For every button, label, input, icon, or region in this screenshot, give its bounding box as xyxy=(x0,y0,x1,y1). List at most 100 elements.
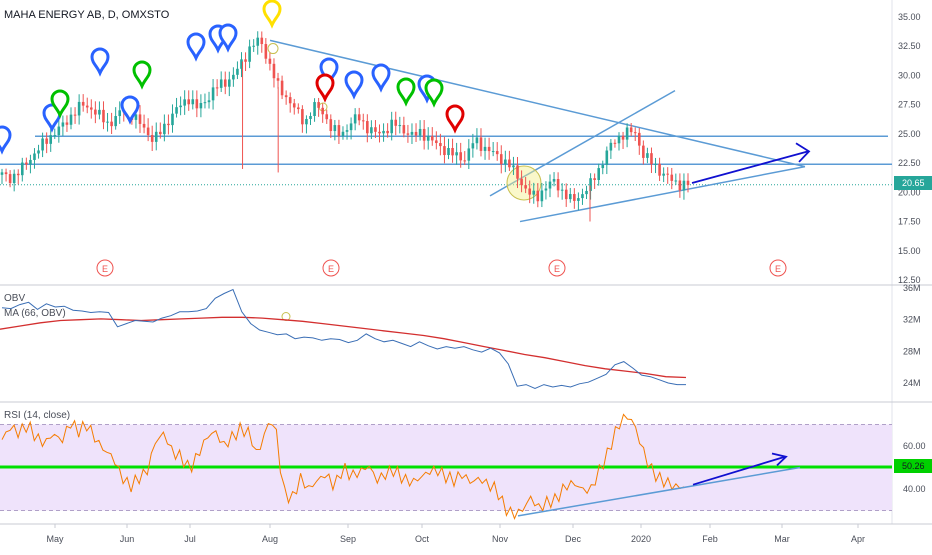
time-tick-label: Oct xyxy=(415,534,430,544)
idea-pin-green xyxy=(424,78,444,108)
candle-body xyxy=(349,123,353,131)
candle-body xyxy=(593,178,596,181)
candle-body xyxy=(183,99,186,106)
candle-body xyxy=(366,121,369,134)
price-projection-arrow xyxy=(691,150,809,184)
candle-body xyxy=(309,116,312,119)
candle-body xyxy=(167,123,170,126)
arrow-head xyxy=(795,142,811,163)
candle-body xyxy=(467,148,471,161)
highlight-circle xyxy=(267,43,279,55)
candle-body xyxy=(463,160,467,162)
candle-body xyxy=(110,121,113,127)
candle-body xyxy=(69,114,73,125)
candle-body xyxy=(53,135,57,137)
candle-body xyxy=(85,105,89,108)
candle-body xyxy=(4,172,8,175)
candle-body xyxy=(219,79,223,88)
candle-body xyxy=(410,131,414,135)
candle-body xyxy=(150,135,154,142)
candle-body xyxy=(41,138,44,151)
candle-body xyxy=(435,140,438,144)
idea-pin-blue xyxy=(42,103,62,133)
candle-body xyxy=(495,151,499,155)
trend-drawings[interactable] xyxy=(0,39,892,321)
candle-body xyxy=(475,137,479,144)
candle-body xyxy=(211,87,215,101)
candle-body xyxy=(491,151,495,153)
candle-body xyxy=(414,131,418,136)
candle-body xyxy=(134,114,138,120)
price-tick-label: 27.50 xyxy=(898,100,921,110)
candle-body xyxy=(430,136,434,141)
rsi-trend-drawings[interactable] xyxy=(517,452,801,517)
candle-body xyxy=(374,127,377,132)
candle-body xyxy=(548,181,552,189)
chart-title: MAHA ENERGY AB, D, OMXSTO xyxy=(4,9,170,21)
candles xyxy=(0,31,690,222)
idea-pins[interactable] xyxy=(0,0,465,155)
candle-body xyxy=(94,109,97,115)
candle-body xyxy=(357,114,361,121)
candle-body xyxy=(288,97,292,104)
resistance-trendline xyxy=(269,39,806,168)
candle-body xyxy=(406,133,410,135)
candle-body xyxy=(670,174,674,181)
candle-body xyxy=(276,78,280,81)
obv-tick-label: 32M xyxy=(903,315,921,325)
candle-body xyxy=(577,198,580,201)
time-tick-label: May xyxy=(46,534,64,544)
candle-body xyxy=(272,63,276,79)
candle-body xyxy=(138,114,142,124)
candle-body xyxy=(313,102,316,117)
candle-body xyxy=(483,146,487,151)
last-rsi-badge xyxy=(894,459,932,473)
candle-body xyxy=(175,107,178,114)
candle-body xyxy=(223,79,227,87)
candle-body xyxy=(252,45,255,47)
candle-body xyxy=(57,126,61,136)
price-tick-label: 32.50 xyxy=(898,41,921,51)
candle-body xyxy=(520,178,523,186)
candle-body xyxy=(451,148,454,156)
candle-body xyxy=(329,119,333,132)
rsi-tick-label: 60.00 xyxy=(903,441,926,451)
last-rsi-value: 50.26 xyxy=(902,461,925,471)
candle-body xyxy=(447,148,450,156)
obv-ma-line xyxy=(0,316,687,379)
candle-body xyxy=(674,180,678,182)
channel-upper-line xyxy=(489,89,676,197)
candle-body xyxy=(439,143,442,147)
time-tick-label: Jun xyxy=(120,534,135,544)
time-tick-label: Nov xyxy=(492,534,509,544)
candle-body xyxy=(341,131,345,137)
candle-body xyxy=(621,135,625,140)
candle-body xyxy=(195,99,199,109)
obv-tick-label: 24M xyxy=(903,378,921,388)
candle-body xyxy=(65,122,69,125)
candle-body xyxy=(564,189,568,200)
candle-body xyxy=(390,119,393,134)
candle-body xyxy=(418,128,422,136)
candle-body xyxy=(199,102,203,109)
candle-body xyxy=(45,138,48,144)
idea-pin-red xyxy=(315,73,335,103)
candle-body xyxy=(228,79,231,87)
candle-body xyxy=(337,125,341,137)
earnings-marker xyxy=(322,259,340,277)
earnings-marker-label: E xyxy=(775,264,781,274)
idea-pin-blue xyxy=(344,70,364,100)
last-price-value: 20.65 xyxy=(902,178,925,188)
candle-body xyxy=(479,137,483,151)
candle-body xyxy=(248,46,251,62)
candle-body xyxy=(504,159,507,165)
rsi-tick-label: 40.00 xyxy=(903,484,926,494)
candle-body xyxy=(61,122,65,127)
candle-body xyxy=(321,107,324,115)
candle-body xyxy=(642,145,645,158)
candle-body xyxy=(573,194,576,201)
candle-body xyxy=(236,68,239,75)
